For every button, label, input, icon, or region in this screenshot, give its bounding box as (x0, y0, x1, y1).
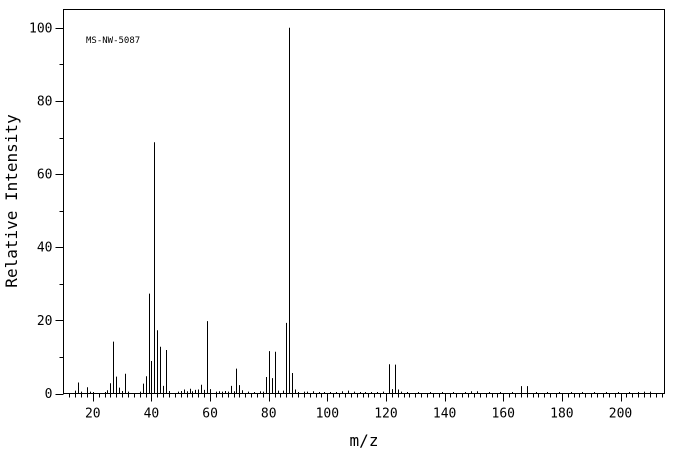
x-tick-label: 100 (316, 407, 339, 422)
x-tick-label: 160 (492, 407, 515, 422)
x-tick-label: 80 (261, 407, 277, 422)
y-tick-label: 80 (37, 94, 53, 109)
x-tick-label: 140 (433, 407, 456, 422)
y-tick-label: 20 (37, 314, 53, 329)
x-tick-label: 120 (374, 407, 397, 422)
y-axis-ticks: 0 20 40 60 80 100 (29, 21, 64, 402)
y-tick-label: 0 (45, 387, 53, 402)
x-tick-label: 60 (202, 407, 218, 422)
x-tick-label: 20 (85, 407, 101, 422)
x-tick-label: 40 (144, 407, 160, 422)
y-tick-label: 40 (37, 241, 53, 256)
plot-frame (63, 9, 665, 394)
x-tick-label: 180 (550, 407, 573, 422)
spectrum-id-annotation: MS-NW-5087 (86, 36, 140, 46)
peak-bars (75, 27, 651, 394)
x-tick-label: 200 (609, 407, 632, 422)
x-axis-label: m/z (350, 431, 379, 450)
y-tick-label: 100 (29, 21, 52, 36)
x-axis-ticks: 20 40 60 80 100 120 140 160 180 200 (69, 393, 663, 422)
y-axis-label: Relative Intensity (2, 114, 21, 288)
y-tick-label: 60 (37, 168, 53, 183)
